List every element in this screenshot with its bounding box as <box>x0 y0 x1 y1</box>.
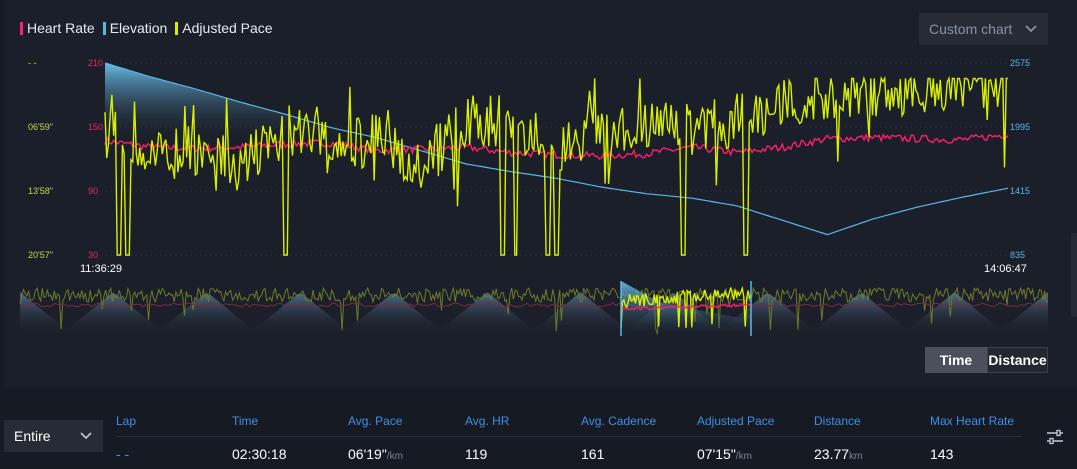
stats-value-adjusted-pace: 07'15"/km <box>697 446 752 462</box>
distance-toggle-button[interactable]: Distance <box>987 347 1048 373</box>
elevation-tick-label: 2575 <box>1010 58 1030 68</box>
chart-legend: Heart Rate Elevation Adjusted Pace <box>20 20 273 36</box>
pace-tick-label: 06'59" <box>28 122 53 132</box>
x-axis-toggle: Time Distance <box>925 347 1048 373</box>
stats-header-avg-hr: Avg. HR <box>465 414 510 428</box>
overview-selection-pace <box>620 285 752 329</box>
stats-value-avg-cadence: 161 <box>581 446 604 462</box>
stats-value-text: 119 <box>465 446 488 462</box>
stats-value-text: 161 <box>581 446 605 462</box>
stats-value-text: 23.77 <box>814 446 850 462</box>
adjusted-pace-layer <box>104 75 1008 256</box>
overview-selection-hr <box>620 302 752 311</box>
heart-rate-tick-label: 150 <box>88 122 103 132</box>
legend-item-adjusted-pace[interactable]: Adjusted Pace <box>175 20 273 36</box>
adjusted-pace-line <box>104 75 1008 256</box>
custom-chart-label: Custom chart <box>929 21 1013 37</box>
overview-pace-line <box>19 286 1049 335</box>
stats-value-text: 06'19" <box>348 446 387 462</box>
axis-ticks: - - 210 2575 06'59" 150 1995 13'58" 90 1415 20'57… <box>28 58 1030 275</box>
pace-tick-label: - - <box>28 58 37 68</box>
stats-value-max-heart-rate: 143 <box>930 446 953 462</box>
stats-header-distance: Distance <box>814 414 861 428</box>
stats-unit: /km <box>386 451 403 462</box>
legend-item-heart-rate[interactable]: Heart Rate <box>20 20 95 36</box>
overview-navigator[interactable] <box>19 281 1049 336</box>
elevation-area <box>105 63 356 143</box>
elevation-line <box>104 62 1009 236</box>
stats-header-lap: Lap <box>116 414 137 428</box>
legend-swatch-heart-rate <box>20 21 23 35</box>
stats-unit: km <box>849 451 863 462</box>
stats-value-text: 02:30:18 <box>232 446 287 462</box>
pace-tick-label: 20'57" <box>28 250 53 260</box>
elevation-tick-label: 1415 <box>1010 186 1030 196</box>
overview-elevation-area <box>20 292 1048 336</box>
x-end-label: 14:06:47 <box>984 263 1027 275</box>
chevron-down-icon <box>80 432 92 440</box>
stats-divider <box>116 436 1022 437</box>
stats-unit: /km <box>735 451 752 462</box>
elevation-tick-label: 1995 <box>1010 122 1030 132</box>
heart-rate-tick-label: 30 <box>88 250 98 260</box>
elevation-tick-label: 835 <box>1010 250 1025 260</box>
time-toggle-button[interactable]: Time <box>925 347 987 373</box>
stats-value-time: 02:30:18 <box>232 446 287 462</box>
legend-label-heart-rate: Heart Rate <box>27 20 95 36</box>
stats-header-time: Time <box>232 414 259 428</box>
x-start-label: 11:36:29 <box>80 263 122 275</box>
stats-value-avg-pace: 06'19"/km <box>348 446 403 462</box>
heart-rate-tick-label: 90 <box>88 186 98 196</box>
stats-value-lap: - - <box>116 446 129 462</box>
side-expand-handle[interactable] <box>1071 233 1077 317</box>
custom-chart-dropdown[interactable]: Custom chart <box>919 13 1048 45</box>
lap-range-value: Entire <box>14 428 51 444</box>
settings-sliders-icon[interactable] <box>1045 427 1065 447</box>
stats-header-avg-pace: Avg. Pace <box>348 414 403 428</box>
stats-header-adjusted-pace: Adjusted Pace <box>697 414 775 428</box>
chevron-down-icon <box>1025 25 1037 33</box>
stats-value-distance: 23.77km <box>814 446 862 462</box>
stats-value-text: 07'15" <box>697 446 736 462</box>
stats-header-max-heart-rate: Max Heart Rate <box>930 414 1015 428</box>
stats-value-avg-hr: 119 <box>465 446 487 462</box>
legend-label-adjusted-pace: Adjusted Pace <box>182 20 273 36</box>
legend-item-elevation[interactable]: Elevation <box>102 20 168 36</box>
lap-range-select[interactable]: Entire <box>4 420 103 452</box>
pace-tick-label: 13'58" <box>28 186 53 196</box>
overview-heart-rate-line <box>19 302 1049 308</box>
legend-label-elevation: Elevation <box>109 20 168 36</box>
stats-header-avg-cadence: Avg. Cadence <box>581 414 657 428</box>
stats-value-text: - - <box>116 446 130 462</box>
stats-value-text: 143 <box>930 446 954 462</box>
elevation-layer <box>104 62 1009 236</box>
heart-rate-tick-label: 210 <box>88 58 103 68</box>
activity-chart[interactable]: - - 210 2575 06'59" 150 1995 13'58" 90 1415 20'57… <box>0 0 1077 388</box>
legend-swatch-elevation <box>102 21 106 35</box>
legend-swatch-adjusted-pace <box>175 21 179 35</box>
